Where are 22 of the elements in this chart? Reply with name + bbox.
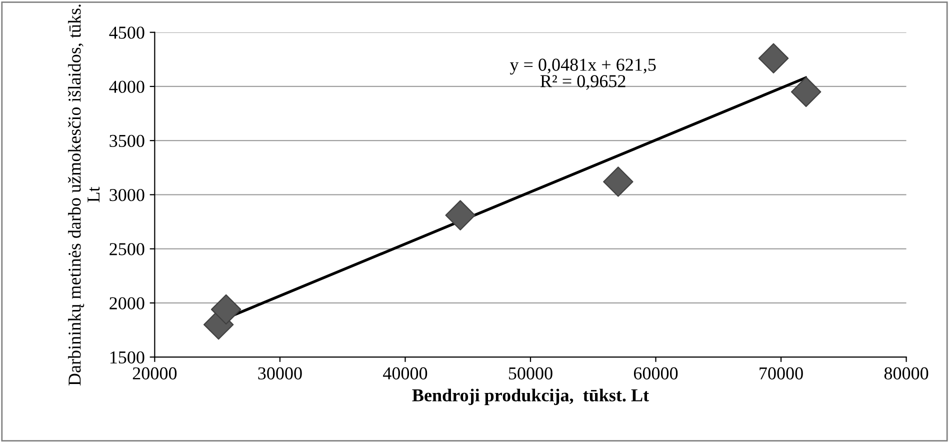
y-tick-label: 4000 — [109, 80, 144, 93]
point — [790, 76, 822, 107]
x-tick-label: 70000 — [760, 367, 803, 380]
y-axis-title: Darbininkų metinės darbo užmokesčio išlaidos, tūks. Lt — [68, 4, 100, 386]
y-tick-label: 3000 — [110, 188, 144, 202]
point — [603, 166, 634, 197]
x-tick-label: 40000 — [383, 367, 428, 380]
y-tick-label: 3500 — [110, 134, 144, 148]
x-tick-label: 50000 — [508, 367, 552, 380]
x-tick-label: 30000 — [258, 367, 302, 380]
y-tick-label: 2500 — [110, 243, 144, 256]
y-tick-label: 4500 — [109, 26, 144, 39]
point — [445, 200, 476, 230]
x-axis-title: Bendroji produkcija, tūkst. Lt — [412, 388, 649, 406]
point — [210, 294, 242, 325]
x-tick-label: 60000 — [634, 367, 678, 380]
annotation: y = 0,0481x + 621,5 R² = 0,9652 — [510, 58, 656, 90]
y-tick-label: 1500 — [110, 351, 144, 364]
x-tick-label: 20000 — [132, 367, 177, 380]
point — [758, 43, 789, 74]
x-tick-label: 80000 — [884, 367, 928, 380]
y-tick-label: 2000 — [110, 297, 144, 310]
